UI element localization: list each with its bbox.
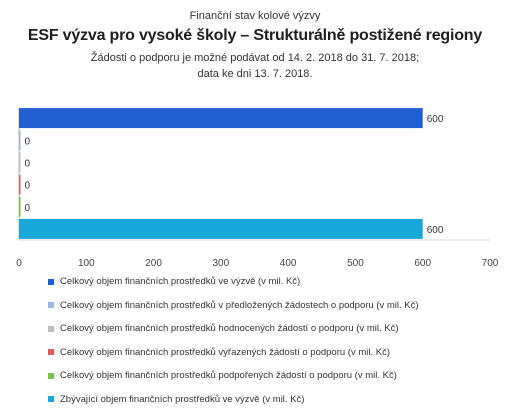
- legend-swatch: [48, 325, 54, 332]
- legend-label: Zbývající objem finančních prostředků ve…: [60, 393, 305, 405]
- x-tick-label: 700: [482, 258, 499, 269]
- bar-1: [19, 108, 423, 129]
- legend-label: Celkový objem finančních prostředků ve v…: [60, 276, 301, 288]
- bar-3: [19, 152, 21, 173]
- legend-item-2: Celkový objem finančních prostředků v př…: [48, 294, 498, 318]
- legend-item-3: Celkový objem finančních prostředků hodn…: [48, 317, 498, 341]
- legend-label: Celkový objem finančních prostředků v př…: [60, 299, 419, 311]
- bar-4: [19, 174, 21, 195]
- x-tick-label: 600: [414, 258, 431, 269]
- legend-swatch: [48, 302, 54, 309]
- chart-subtitle-1: Žádosti o podporu je možné podávat od 14…: [90, 52, 420, 64]
- chart-title: ESF výzva pro vysoké školy – Strukturáln…: [27, 27, 483, 44]
- x-tick-label: 500: [347, 258, 364, 269]
- chart-subtitle-2: data ke dni 13. 7. 2018.: [197, 68, 313, 80]
- x-tick-label: 200: [145, 258, 162, 269]
- bar-5: [19, 196, 21, 217]
- legend-label: Celkový objem finančních prostředků hodn…: [60, 323, 399, 335]
- data-label-6: 600: [427, 225, 444, 236]
- x-tick-label: 300: [213, 258, 230, 269]
- legend-swatch: [48, 396, 54, 403]
- legend-item-1: Celkový objem finančních prostředků ve v…: [48, 270, 498, 294]
- x-tick-label: 400: [280, 258, 297, 269]
- legend-swatch: [48, 278, 54, 285]
- legend-label: Celkový objem finančních prostředků vyřa…: [60, 346, 391, 358]
- legend-item-4: Celkový objem finančních prostředků vyřa…: [48, 341, 498, 365]
- bar-2: [19, 130, 21, 151]
- legend-item-6: Zbývající objem finančních prostředků ve…: [48, 388, 498, 412]
- legend-label: Celkový objem finančních prostředků podp…: [60, 370, 397, 382]
- plot-area: 600 0 0 0 0 600 0 100 200 300 400 500 600 700: [16, 107, 499, 269]
- legend-item-5: Celkový objem finančních prostředků podp…: [48, 364, 498, 388]
- x-tick-label: 100: [78, 258, 95, 269]
- data-label-4: 0: [25, 181, 31, 192]
- bar-6: [19, 218, 423, 239]
- data-label-5: 0: [25, 203, 31, 214]
- legend: Celkový objem finančních prostředků ve v…: [48, 270, 498, 411]
- data-label-1: 600: [427, 114, 444, 125]
- legend-swatch: [48, 372, 54, 379]
- chart-supertitle: Finanční stav kolové výzvy: [189, 10, 321, 22]
- data-label-2: 0: [25, 136, 31, 147]
- legend-swatch: [48, 349, 54, 356]
- x-tick-label: 0: [16, 258, 22, 269]
- data-label-3: 0: [25, 158, 31, 169]
